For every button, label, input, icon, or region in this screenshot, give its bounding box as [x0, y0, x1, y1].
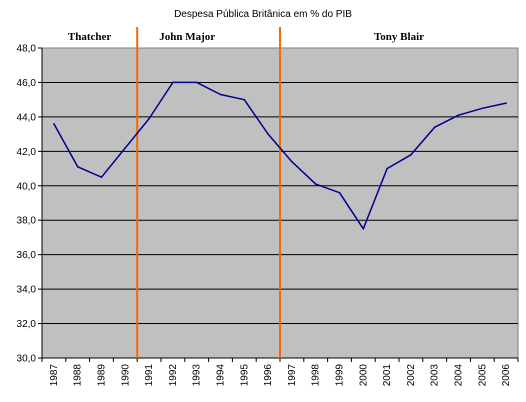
x-tick-label: 1992: [168, 364, 179, 387]
x-tick-label: 2002: [406, 364, 417, 387]
data-point: [314, 183, 317, 185]
y-tick-label: 30,0: [17, 354, 37, 365]
x-tick-label: 1991: [144, 364, 155, 387]
data-point: [148, 117, 150, 120]
data-point: [338, 191, 341, 194]
era-label: Tony Blair: [374, 31, 424, 43]
x-tick-label: 1996: [263, 364, 274, 387]
data-point: [457, 114, 460, 116]
data-point: [505, 102, 507, 104]
x-tick-label: 1997: [287, 364, 298, 387]
data-point: [291, 160, 293, 163]
y-tick-label: 48,0: [17, 44, 37, 55]
data-point: [172, 81, 174, 84]
data-point: [76, 166, 79, 168]
data-point: [267, 133, 269, 135]
y-tick-label: 46,0: [17, 78, 37, 89]
x-tick-label: 2004: [454, 364, 465, 387]
era-label: John Major: [159, 31, 215, 43]
x-tick-label: 1999: [335, 364, 346, 387]
x-tick-label: 2000: [358, 364, 369, 387]
x-tick-label: 1988: [73, 364, 84, 387]
y-tick-label: 40,0: [17, 181, 37, 192]
x-tick-label: 1989: [97, 364, 108, 387]
data-point: [124, 147, 127, 149]
y-tick-label: 38,0: [17, 216, 37, 227]
y-tick-label: 32,0: [17, 319, 37, 330]
data-point: [195, 81, 198, 84]
data-point: [410, 153, 412, 156]
y-tick-label: 44,0: [17, 112, 37, 123]
x-tick-label: 1995: [239, 364, 250, 387]
data-point: [53, 122, 55, 125]
y-tick-label: 42,0: [17, 147, 37, 158]
x-tick-label: 1998: [311, 364, 322, 387]
data-point: [433, 126, 436, 129]
data-point: [219, 93, 222, 96]
x-tick-label: 1993: [192, 364, 203, 387]
x-tick-label: 1987: [49, 364, 60, 387]
x-tick-label: 1994: [216, 364, 227, 387]
y-tick-label: 36,0: [17, 250, 37, 261]
x-tick-label: 2006: [501, 364, 512, 387]
data-point: [386, 167, 388, 170]
data-point: [362, 228, 365, 230]
data-point: [481, 107, 484, 110]
y-tick-label: 34,0: [17, 285, 37, 296]
x-tick-label: 2005: [477, 364, 488, 387]
chart-title: Despesa Pública Britânica em % do PIB: [174, 9, 352, 20]
x-tick-label: 2001: [382, 364, 393, 387]
x-tick-label: 1990: [120, 364, 131, 387]
data-point: [100, 176, 103, 178]
era-label: Thatcher: [68, 31, 112, 43]
x-tick-label: 2003: [430, 364, 441, 387]
series-line: [53, 81, 507, 230]
data-point: [243, 98, 246, 101]
